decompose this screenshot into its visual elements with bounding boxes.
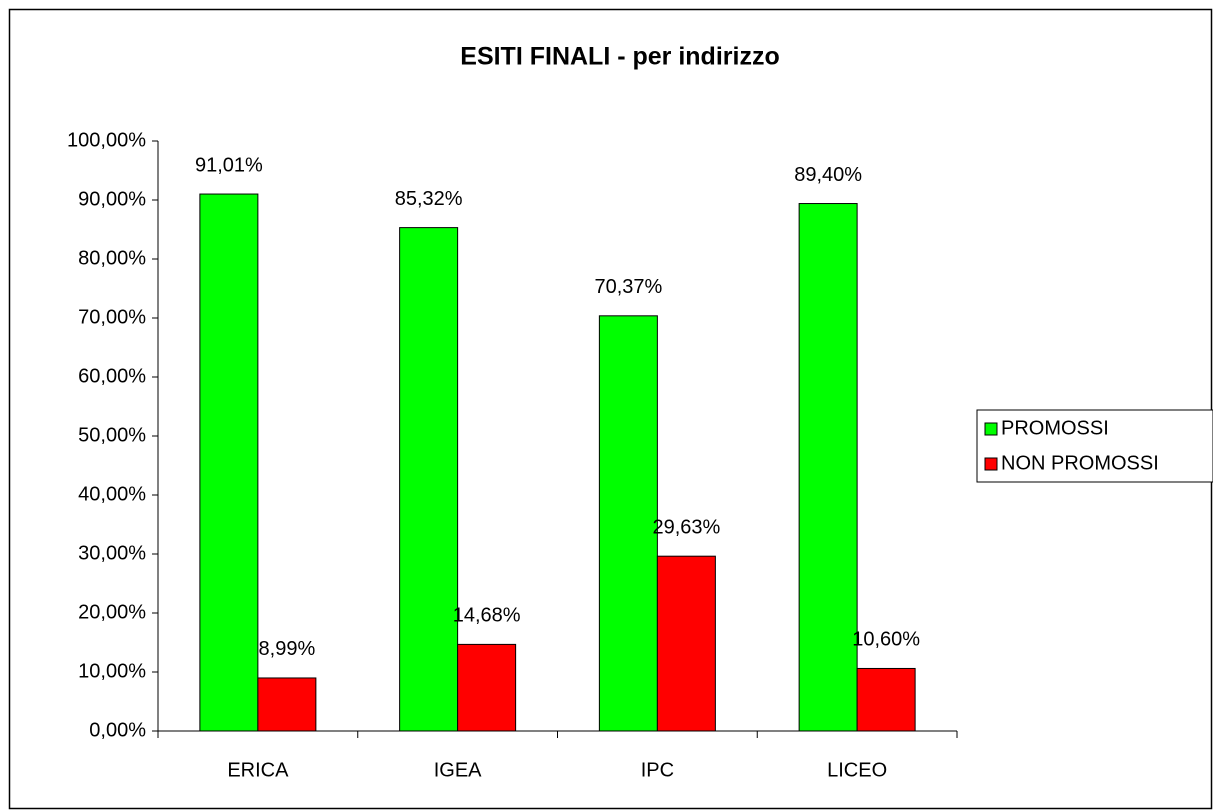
- x-tick-label: IGEA: [434, 759, 482, 781]
- legend-label: NON PROMOSSI: [1001, 452, 1159, 474]
- bar: [399, 227, 459, 732]
- y-tick-label: 0,00%: [89, 719, 146, 741]
- x-tick-label: LICEO: [827, 759, 887, 781]
- bar: [257, 677, 317, 732]
- bar: [856, 667, 916, 732]
- chart-title: ESITI FINALI - per indirizzo: [460, 43, 779, 71]
- y-tick-label: 30,00%: [78, 542, 146, 564]
- y-tick-label: 70,00%: [78, 306, 146, 328]
- bar: [457, 643, 517, 732]
- legend-box: [976, 409, 1213, 483]
- value-label: 85,32%: [395, 188, 463, 210]
- value-label: 14,68%: [453, 605, 521, 627]
- value-label: 29,63%: [652, 516, 720, 538]
- y-tick-label: 40,00%: [78, 483, 146, 505]
- y-tick-label: 50,00%: [78, 424, 146, 446]
- bar: [798, 203, 858, 732]
- bar: [199, 193, 259, 732]
- y-tick-label: 80,00%: [78, 247, 146, 269]
- value-label: 89,40%: [794, 164, 862, 186]
- value-label: 10,60%: [852, 629, 920, 651]
- legend-swatch: [984, 422, 998, 436]
- value-label: 70,37%: [594, 276, 662, 298]
- bar: [656, 555, 716, 732]
- value-label: 8,99%: [259, 638, 316, 660]
- y-tick-label: 20,00%: [78, 601, 146, 623]
- value-label: 91,01%: [195, 154, 263, 176]
- legend-label: PROMOSSI: [1001, 417, 1109, 439]
- legend-swatch: [984, 457, 998, 471]
- y-tick-label: 60,00%: [78, 365, 146, 387]
- y-tick-label: 10,00%: [78, 660, 146, 682]
- x-tick-label: ERICA: [227, 759, 289, 781]
- bar: [598, 315, 658, 732]
- x-tick-label: IPC: [641, 759, 674, 781]
- y-tick-label: 90,00%: [78, 188, 146, 210]
- y-tick-label: 100,00%: [67, 129, 146, 151]
